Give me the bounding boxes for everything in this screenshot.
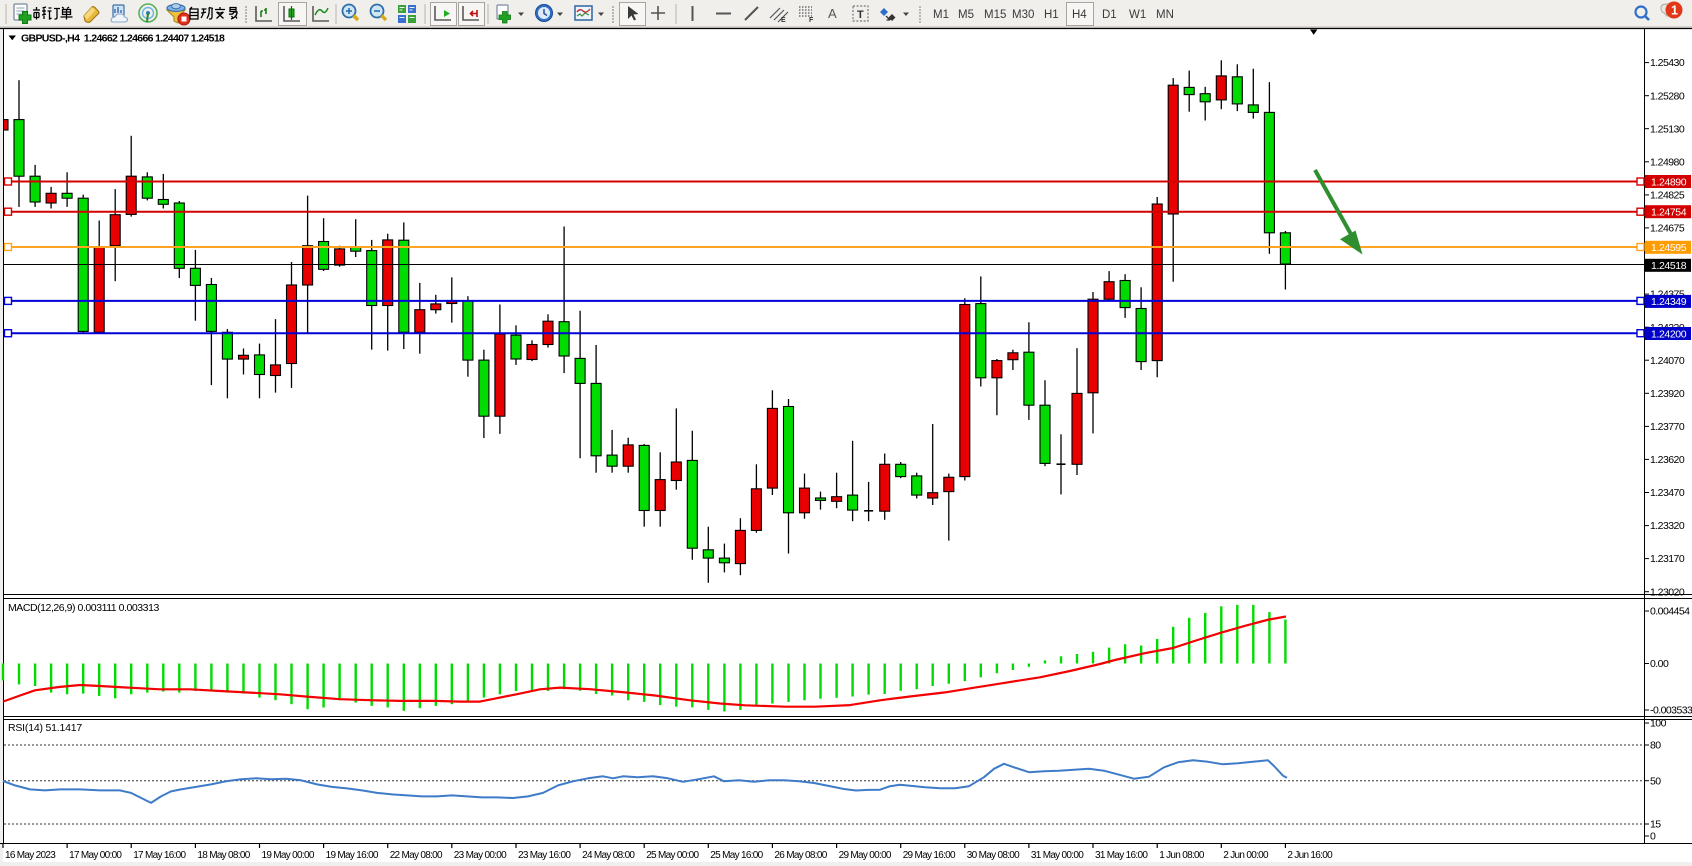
svg-text:25 May 16:00: 25 May 16:00: [710, 850, 763, 861]
svg-text:E: E: [781, 17, 786, 24]
svg-text:M1: M1: [933, 9, 949, 21]
svg-text:24 May 08:00: 24 May 08:00: [582, 850, 635, 861]
svg-text:23 May 16:00: 23 May 16:00: [518, 850, 571, 861]
svg-text:RSI(14) 51.1417: RSI(14) 51.1417: [8, 722, 82, 734]
svg-text:1.23620: 1.23620: [1650, 454, 1685, 466]
svg-text:80: 80: [1650, 740, 1661, 752]
svg-text:1.24349: 1.24349: [1651, 296, 1687, 308]
svg-text:M5: M5: [958, 9, 974, 21]
svg-text:1.24070: 1.24070: [1650, 355, 1685, 367]
svg-text:1.24595: 1.24595: [1651, 242, 1687, 254]
svg-text:18 May 08:00: 18 May 08:00: [197, 850, 250, 861]
svg-text:1.23170: 1.23170: [1650, 553, 1685, 565]
svg-text:1.25430: 1.25430: [1650, 57, 1685, 69]
svg-text:25 May 00:00: 25 May 00:00: [646, 850, 699, 861]
svg-text:MN: MN: [1156, 9, 1174, 21]
svg-text:0: 0: [1650, 831, 1656, 843]
svg-text:31 May 16:00: 31 May 16:00: [1095, 850, 1148, 861]
svg-text:17 May 00:00: 17 May 00:00: [69, 850, 122, 861]
svg-text:MACD(12,26,9) 0.003111 0.00331: MACD(12,26,9) 0.003111 0.003313: [8, 602, 159, 614]
svg-text:15: 15: [1650, 819, 1661, 831]
svg-text:1 Jun 08:00: 1 Jun 08:00: [1159, 850, 1205, 861]
svg-text:31 May 00:00: 31 May 00:00: [1031, 850, 1084, 861]
svg-text:50: 50: [1650, 775, 1661, 787]
svg-text:H1: H1: [1044, 9, 1059, 21]
svg-text:0.004454: 0.004454: [1650, 606, 1690, 618]
svg-text:1.24825: 1.24825: [1650, 190, 1685, 202]
svg-text:1.23020: 1.23020: [1650, 586, 1685, 598]
svg-text:1.23770: 1.23770: [1650, 421, 1685, 433]
svg-text:29 May 16:00: 29 May 16:00: [903, 850, 956, 861]
svg-text:16 May 2023: 16 May 2023: [5, 850, 56, 861]
svg-text:19 May 00:00: 19 May 00:00: [262, 850, 315, 861]
svg-text:T: T: [857, 9, 864, 21]
svg-text:22 May 08:00: 22 May 08:00: [390, 850, 443, 861]
svg-text:W1: W1: [1129, 9, 1146, 21]
svg-text:1.23320: 1.23320: [1650, 520, 1685, 532]
svg-text:29 May 00:00: 29 May 00:00: [839, 850, 892, 861]
svg-text:GBPUSD-,H4 1.24662 1.24666 1.: GBPUSD-,H4 1.24662 1.24666 1.24407 1.245…: [21, 33, 225, 45]
svg-text:1.24675: 1.24675: [1650, 223, 1685, 235]
svg-text:F: F: [809, 17, 814, 24]
svg-text:1.24890: 1.24890: [1651, 176, 1687, 188]
svg-text:1.24980: 1.24980: [1650, 156, 1685, 168]
svg-text:1.24200: 1.24200: [1651, 328, 1687, 340]
svg-text:M30: M30: [1012, 9, 1034, 21]
svg-text:100: 100: [1650, 718, 1667, 730]
svg-text:1.23470: 1.23470: [1650, 487, 1685, 499]
svg-text:17 May 16:00: 17 May 16:00: [133, 850, 186, 861]
svg-text:1.24518: 1.24518: [1651, 260, 1687, 272]
svg-text:M15: M15: [984, 9, 1006, 21]
svg-text:23 May 00:00: 23 May 00:00: [454, 850, 507, 861]
svg-text:2 Jun 00:00: 2 Jun 00:00: [1223, 850, 1269, 861]
svg-text:1.25280: 1.25280: [1650, 90, 1685, 102]
svg-text:2 Jun 16:00: 2 Jun 16:00: [1287, 850, 1333, 861]
svg-text:1: 1: [1671, 4, 1678, 18]
svg-text:1.24754: 1.24754: [1651, 207, 1687, 219]
svg-text:1.23920: 1.23920: [1650, 388, 1685, 400]
svg-text:0.00: 0.00: [1650, 658, 1669, 670]
svg-text:D1: D1: [1102, 9, 1117, 21]
svg-text:26 May 08:00: 26 May 08:00: [774, 850, 827, 861]
svg-text:19 May 16:00: 19 May 16:00: [326, 850, 379, 861]
svg-text:30 May 08:00: 30 May 08:00: [967, 850, 1020, 861]
svg-text:A: A: [828, 6, 837, 21]
svg-text:1.25130: 1.25130: [1650, 123, 1685, 135]
svg-text:H4: H4: [1072, 9, 1087, 21]
svg-text:-0.003533: -0.003533: [1650, 705, 1692, 717]
